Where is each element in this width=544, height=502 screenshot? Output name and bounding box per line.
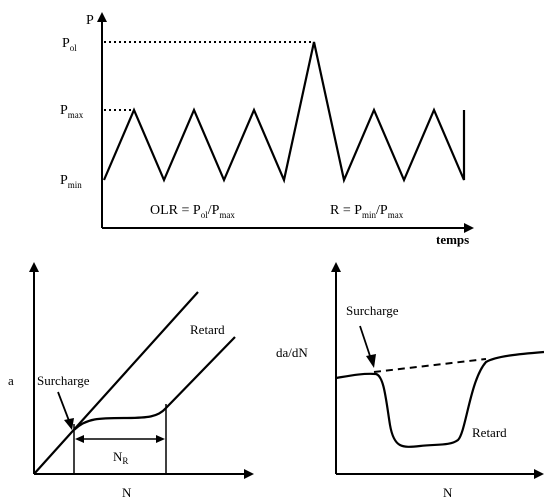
br-surcharge-arrowhead: [366, 354, 376, 368]
bl-retard-growth-curve: [73, 336, 236, 431]
top-panel: P Pol Pmax Pmin OLR = Pol/Pmax R = Pmin/…: [60, 12, 474, 247]
br-retard-label: Retard: [472, 425, 507, 440]
load-signal-line: [102, 41, 466, 184]
bl-surcharge-arrowhead: [64, 418, 74, 430]
nr-label: NR: [113, 449, 128, 466]
br-x-axis-label: N: [443, 485, 453, 500]
p-ol-label: Pol: [62, 36, 77, 53]
br-da-dn-curve: [335, 350, 544, 448]
bottom-right-panel: Surcharge Retard da/dN N: [276, 262, 544, 500]
p-min-label: Pmin: [60, 173, 82, 190]
bottom-left-panel: NR Surcharge Retard a N: [8, 262, 254, 500]
bl-retard-label: Retard: [190, 322, 225, 337]
bl-y-axis-label: a: [8, 373, 14, 388]
bl-surcharge-label: Surcharge: [37, 373, 90, 388]
olr-formula: OLR = Pol/Pmax: [150, 203, 235, 220]
nr-arrowhead-left: [75, 435, 84, 443]
bl-linear-growth-line: [33, 291, 199, 475]
top-y-axis-label: P: [86, 13, 94, 28]
nr-arrowhead-right: [156, 435, 165, 443]
br-surcharge-label: Surcharge: [346, 303, 399, 318]
p-max-label: Pmax: [60, 103, 84, 120]
br-dashed-reference-line: [373, 358, 487, 373]
br-y-axis-label: da/dN: [276, 345, 308, 360]
bl-x-axis-label: N: [122, 485, 132, 500]
r-formula: R = Pmin/Pmax: [330, 203, 404, 220]
top-x-axis-label: temps: [436, 232, 469, 247]
